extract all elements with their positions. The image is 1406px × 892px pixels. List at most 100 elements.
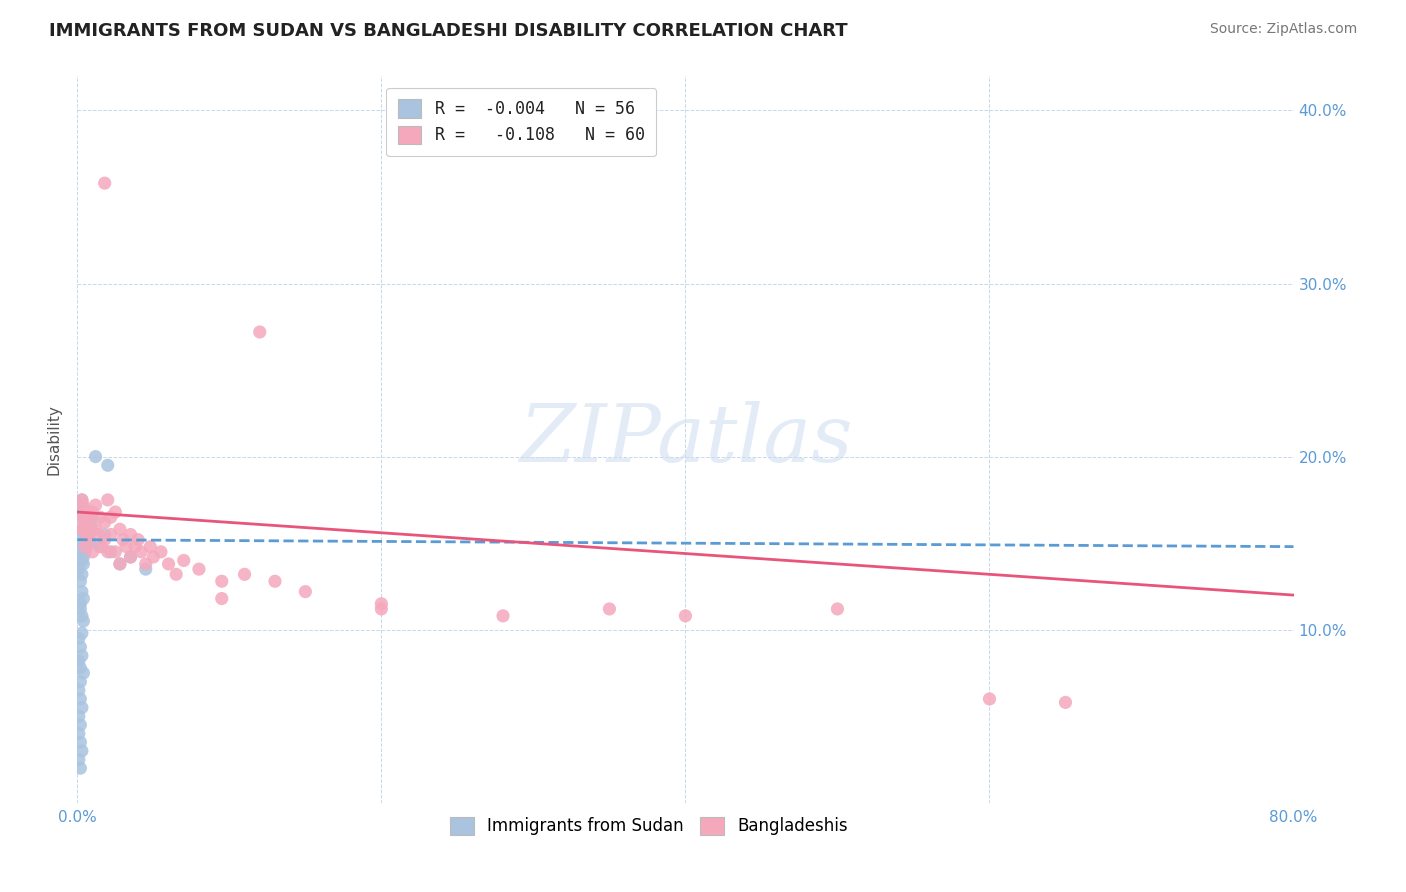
- Point: [370, 602, 392, 616]
- Point: [127, 533, 149, 547]
- Point: [827, 602, 849, 616]
- Point: [67, 632, 90, 646]
- Point: [69, 640, 91, 654]
- Point: [70, 626, 93, 640]
- Point: [82, 545, 104, 559]
- Point: [70, 522, 93, 536]
- Point: [69, 674, 91, 689]
- Point: [70, 584, 93, 599]
- Point: [69, 761, 91, 775]
- Point: [75, 519, 97, 533]
- Point: [70, 492, 93, 507]
- Point: [72, 557, 94, 571]
- Point: [100, 527, 122, 541]
- Point: [70, 522, 93, 536]
- Point: [142, 549, 165, 564]
- Point: [97, 545, 120, 559]
- Point: [492, 608, 515, 623]
- Point: [124, 540, 146, 554]
- Point: [77, 527, 100, 541]
- Point: [598, 602, 620, 616]
- Point: [233, 567, 256, 582]
- Point: [139, 540, 162, 554]
- Point: [67, 752, 90, 766]
- Point: [67, 654, 90, 668]
- Point: [97, 492, 120, 507]
- Point: [90, 540, 112, 554]
- Point: [72, 498, 94, 512]
- Point: [1054, 695, 1077, 709]
- Text: ZIPatlas: ZIPatlas: [519, 401, 852, 478]
- Point: [100, 510, 122, 524]
- Point: [70, 700, 93, 714]
- Point: [72, 591, 94, 606]
- Point: [294, 584, 316, 599]
- Point: [79, 533, 101, 547]
- Point: [108, 557, 131, 571]
- Point: [115, 540, 138, 554]
- Point: [129, 545, 152, 559]
- Point: [67, 562, 90, 576]
- Point: [87, 527, 110, 541]
- Point: [69, 735, 91, 749]
- Point: [73, 516, 96, 530]
- Point: [84, 498, 107, 512]
- Point: [75, 527, 97, 541]
- Point: [100, 545, 122, 559]
- Point: [67, 726, 90, 740]
- Point: [73, 527, 96, 541]
- Point: [69, 545, 91, 559]
- Point: [73, 545, 96, 559]
- Point: [165, 567, 187, 582]
- Point: [69, 692, 91, 706]
- Point: [108, 522, 131, 536]
- Point: [72, 540, 94, 554]
- Point: [97, 458, 120, 473]
- Point: [120, 549, 142, 564]
- Point: [69, 661, 91, 675]
- Point: [72, 549, 94, 564]
- Point: [70, 553, 93, 567]
- Point: [75, 540, 97, 554]
- Point: [75, 505, 97, 519]
- Point: [69, 597, 91, 611]
- Y-axis label: Disability: Disability: [46, 404, 62, 475]
- Point: [73, 540, 96, 554]
- Point: [104, 545, 127, 559]
- Text: Source: ZipAtlas.com: Source: ZipAtlas.com: [1209, 22, 1357, 37]
- Point: [67, 683, 90, 698]
- Point: [979, 692, 1001, 706]
- Point: [120, 549, 142, 564]
- Point: [84, 522, 107, 536]
- Point: [188, 562, 211, 576]
- Point: [93, 533, 115, 547]
- Point: [173, 553, 195, 567]
- Point: [264, 574, 287, 589]
- Point: [72, 665, 94, 680]
- Point: [67, 709, 90, 723]
- Point: [69, 718, 91, 732]
- Point: [157, 557, 180, 571]
- Point: [82, 505, 104, 519]
- Point: [73, 516, 96, 530]
- Point: [72, 614, 94, 628]
- Point: [89, 540, 111, 554]
- Point: [93, 176, 115, 190]
- Point: [149, 545, 172, 559]
- Point: [111, 533, 134, 547]
- Point: [70, 492, 93, 507]
- Legend: Immigrants from Sudan, Bangladeshis: Immigrants from Sudan, Bangladeshis: [440, 806, 858, 846]
- Point: [93, 516, 115, 530]
- Point: [135, 562, 157, 576]
- Point: [79, 510, 101, 524]
- Point: [80, 519, 103, 533]
- Point: [72, 522, 94, 536]
- Point: [211, 591, 233, 606]
- Point: [69, 574, 91, 589]
- Point: [249, 325, 271, 339]
- Point: [70, 744, 93, 758]
- Point: [211, 574, 233, 589]
- Point: [69, 510, 91, 524]
- Point: [69, 533, 91, 547]
- Point: [79, 536, 101, 550]
